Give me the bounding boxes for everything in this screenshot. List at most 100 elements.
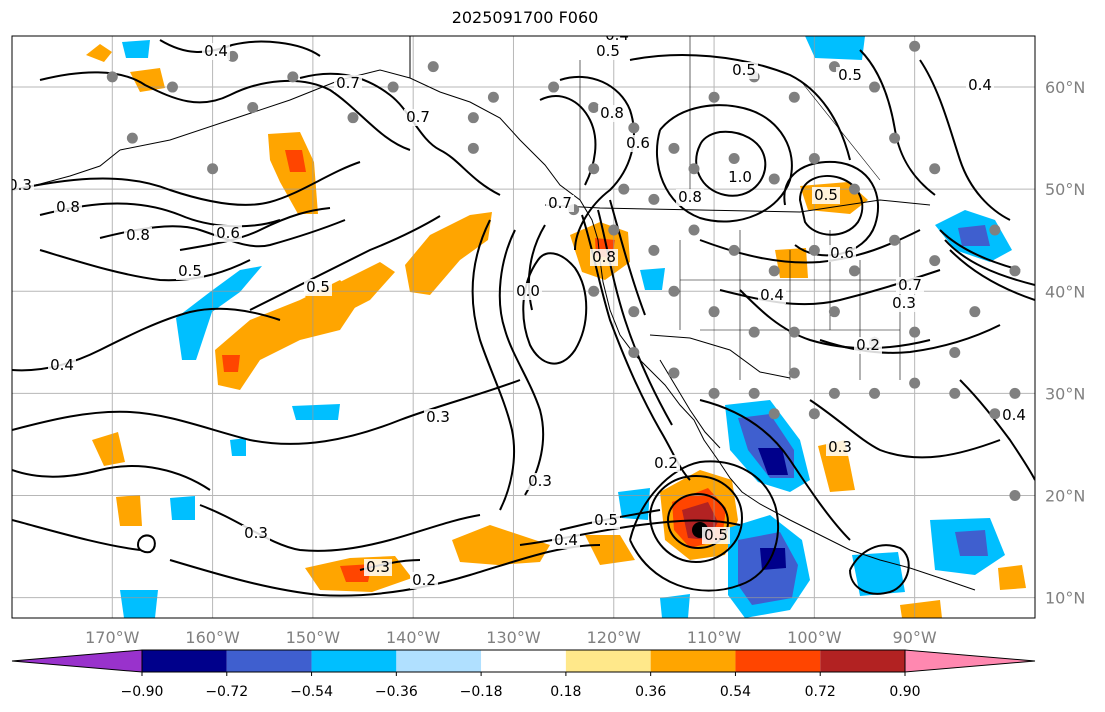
lon-tick-label: 150°W	[286, 628, 341, 647]
station-marker	[869, 387, 881, 399]
shade-blue-car	[955, 530, 988, 556]
lon-tick-label: 90°W	[893, 628, 937, 647]
contour-label-bg	[598, 105, 626, 122]
station-marker	[728, 244, 740, 256]
contour-label-bg	[726, 169, 754, 186]
plot-frame	[11, 35, 1036, 619]
station-marker	[688, 224, 700, 236]
contour-label-bg	[48, 357, 76, 374]
contour-label: 0.4	[760, 286, 784, 304]
station-marker	[848, 183, 860, 195]
colorbar-segment	[481, 650, 566, 672]
contour-label-bg	[854, 337, 882, 354]
station-marker	[768, 173, 780, 185]
lon-tick-label: 160°W	[185, 628, 240, 647]
station-marker	[708, 387, 720, 399]
contour-label: 0.3	[426, 408, 450, 426]
station-marker	[929, 163, 941, 175]
contour-label-bg	[896, 277, 924, 294]
contour-label-bg	[546, 195, 574, 212]
contour-label: 0.3	[892, 294, 916, 312]
contour-0.2-us-2	[819, 324, 1001, 354]
lat-tick-label: 20°N	[1045, 486, 1085, 505]
station-marker	[949, 347, 961, 359]
station-marker	[768, 265, 780, 277]
colorbar-tick-label: −0.36	[375, 684, 418, 700]
contour-cyclone-1	[648, 474, 744, 564]
station-marker	[387, 81, 399, 93]
contour-label: 0.5	[306, 278, 330, 296]
station-marker	[588, 163, 600, 175]
border-us-canada	[544, 199, 931, 213]
station-marker	[166, 81, 178, 93]
contour-lines	[12, 39, 1035, 597]
contour-labels: 0.4 0.50.40.50.70.7 0.80.60.50.80.60.50.50…	[12, 26, 1028, 589]
contour-coast-3	[609, 199, 646, 316]
shade-orange-hi	[92, 432, 125, 466]
colorbar-tick-label: 0.18	[550, 684, 581, 700]
shade-red-gulf	[285, 150, 306, 172]
station-marker	[648, 193, 660, 205]
colorbar-segment	[820, 650, 905, 672]
colorbar-tick-label: 0.90	[889, 684, 920, 700]
contour-cyclone-2	[666, 492, 730, 550]
lon-tick-label: 140°W	[386, 628, 441, 647]
contour-label-bg	[304, 279, 332, 296]
shade-cyan-sub-1	[170, 496, 195, 520]
contour-0.4-center	[527, 224, 546, 311]
contour-0.5-canada-2	[859, 49, 936, 196]
station-marker	[628, 122, 640, 134]
station-marker	[748, 387, 760, 399]
contour-label: 0.2	[412, 571, 436, 589]
station-marker	[1009, 265, 1021, 277]
shade-cyan-hi	[230, 438, 246, 456]
station-marker	[748, 326, 760, 338]
contour-0.3-center	[498, 229, 545, 496]
shade-navy-mex	[758, 448, 788, 475]
station-marker	[889, 132, 901, 144]
contour-coast-2	[597, 209, 673, 426]
station-marker	[909, 326, 921, 338]
colorbar-segment	[396, 650, 482, 672]
border-us-mexico	[649, 334, 791, 379]
contour-label: 0.4	[605, 26, 629, 44]
station-marker	[668, 367, 680, 379]
shade-orange-sub-1	[116, 495, 142, 526]
station-marker	[287, 71, 299, 83]
station-marker	[467, 112, 479, 124]
contour-label-bg	[176, 263, 204, 280]
station-marker	[808, 408, 820, 420]
shade-red-pac-1	[222, 355, 240, 372]
station-marker	[788, 91, 800, 103]
shade-orange-alaska-2	[130, 68, 165, 92]
contour-label: 0.7	[336, 74, 360, 92]
contour-label: 0.3	[244, 524, 268, 542]
station-marker	[788, 367, 800, 379]
contour-0.6-pac	[12, 161, 361, 206]
station-marker	[808, 244, 820, 256]
colorbar-segment	[311, 650, 397, 672]
shade-cyan-ak-1	[122, 40, 150, 58]
colorbar-tick-label: −0.54	[290, 684, 333, 700]
shade-cyan-sub-2	[120, 590, 158, 618]
station-marker	[588, 101, 600, 113]
station-marker	[126, 132, 138, 144]
contour-0.2-center	[471, 219, 516, 511]
contour-label-bg	[214, 225, 242, 242]
colorbar-extend-high	[904, 649, 1036, 673]
station-marker	[247, 101, 259, 113]
contour-label: 0.4	[1002, 406, 1026, 424]
station-marker	[989, 408, 1001, 420]
contour-label-bg	[334, 75, 362, 92]
shade-orange-car	[998, 565, 1026, 590]
contour-label: 0.3	[828, 438, 852, 456]
colorbar-tick-label: −0.72	[205, 684, 248, 700]
station-marker	[688, 163, 700, 175]
contour-label-bg	[424, 409, 452, 426]
contour-label: 0.8	[56, 198, 80, 216]
colorbar-tick-label: 0.36	[635, 684, 666, 700]
plot-background	[12, 36, 1035, 618]
contour-label: 0.6	[626, 134, 650, 152]
contour-label-bg	[590, 249, 618, 266]
